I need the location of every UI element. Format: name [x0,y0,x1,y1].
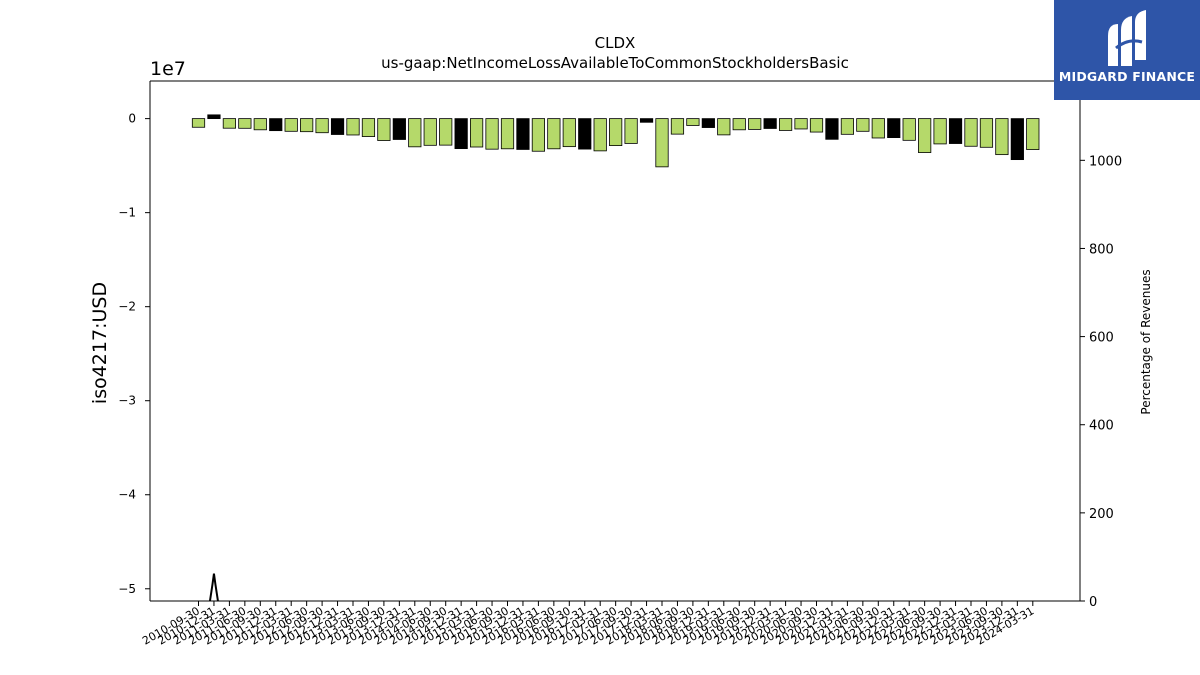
bar [238,118,252,129]
y2-tick-label: 400 [1089,419,1114,434]
bar [948,118,963,144]
y-tick-label: −2 [118,300,136,314]
bar [315,118,329,134]
y2-tick-label: 200 [1089,507,1114,522]
bar [346,118,360,136]
y-axis-label: iso4217:USD [89,282,111,404]
bar [779,118,793,131]
chart-title: CLDX [595,34,636,52]
bar [871,118,885,139]
bar [578,118,592,150]
bar [609,118,623,147]
chart-subtitle: us-gaap:NetIncomeLossAvailableToCommonSt… [381,54,849,72]
midgard-logo-icon [1108,10,1146,66]
brand-logo: MIDGARD FINANCE [1054,0,1200,100]
bar [732,118,746,131]
bar [670,118,685,135]
bar [439,118,453,146]
bar [423,118,437,146]
bar [639,118,654,123]
bar [191,118,206,128]
bar [856,118,870,132]
bar [933,118,947,145]
bar [253,118,267,131]
y2-tick-label: 600 [1089,331,1114,346]
bar [485,118,499,150]
bar [454,118,468,150]
bar [531,118,546,152]
y-tick-label: −5 [118,582,136,596]
y2-tick-label: 0 [1089,595,1097,610]
bar [701,118,715,128]
bar [408,118,422,148]
y-tick-label: −1 [118,206,136,220]
bar [887,118,901,139]
logo-text: MIDGARD FINANCE [1058,69,1196,84]
bar [918,118,932,153]
bar [1026,118,1040,150]
bar [794,118,808,130]
bar [593,118,607,152]
bar [392,118,406,140]
bar [300,118,314,133]
bar [995,118,1009,156]
bar [624,118,638,144]
y2-tick-label: 800 [1089,242,1114,257]
y-multiplier-label: 1e7 [150,58,186,80]
bar [840,118,855,135]
bar [809,118,824,133]
bar [825,118,839,140]
bar [655,118,669,168]
bar [330,118,345,135]
bar [269,118,283,132]
bar [902,118,916,141]
bar [222,118,236,129]
revenue-percentage-line [208,573,219,602]
bar [361,118,376,137]
bar [964,118,978,147]
bar [207,114,221,120]
bar [979,118,994,148]
bar [547,118,561,150]
bar [748,118,762,130]
bar [500,118,515,150]
bar [469,118,484,148]
bar [1010,118,1024,161]
bar [562,118,576,148]
bar [516,118,530,150]
bar [377,118,391,141]
y2-tick-label: 1000 [1089,154,1122,169]
bar [717,118,731,136]
bar [284,118,298,132]
y-tick-label: 0 [128,112,136,126]
y2-axis-label: Percentage of Revenues [1139,269,1153,414]
y-tick-label: −4 [118,488,136,502]
bar [686,118,700,126]
y-tick-label: −3 [118,394,136,408]
bar [763,118,777,129]
